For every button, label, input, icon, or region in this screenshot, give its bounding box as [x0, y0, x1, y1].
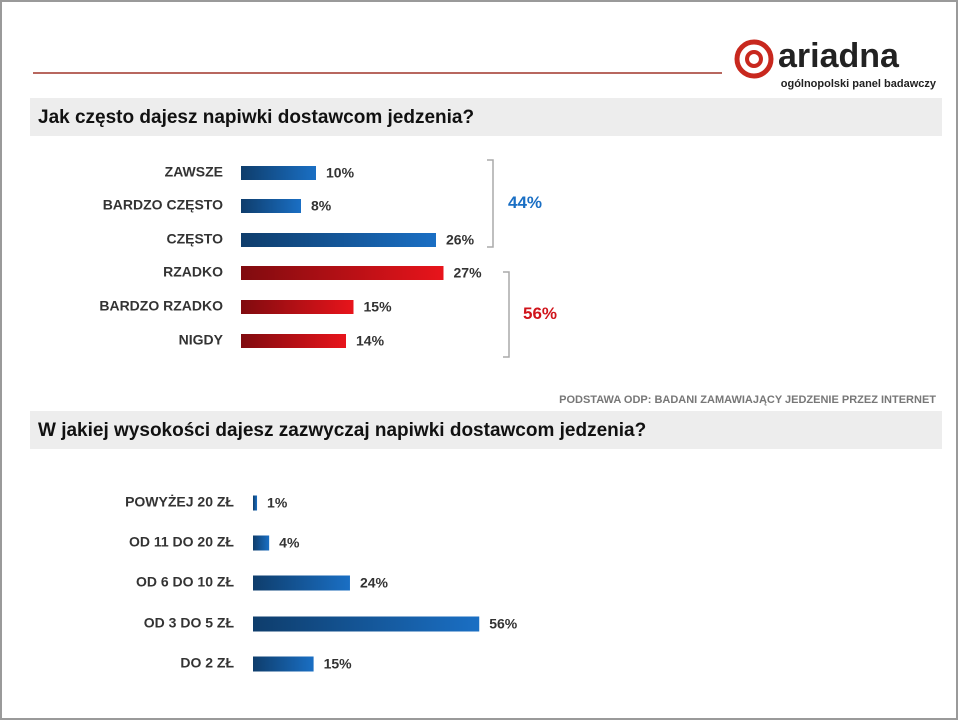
bar-shade: [241, 166, 316, 180]
bar-shade: [253, 656, 314, 672]
value-label: 27%: [454, 265, 483, 281]
category-label: OD 6 DO 10 ZŁ: [136, 574, 234, 590]
group-label: 56%: [523, 304, 557, 323]
bracket: [503, 271, 510, 358]
chart-title: W jakiej wysokości dajesz zazwyczaj napi…: [38, 420, 646, 441]
logo-icon: [734, 39, 774, 79]
value-label: 15%: [324, 656, 353, 672]
value-label: 15%: [364, 299, 393, 315]
value-label: 10%: [326, 165, 355, 181]
bar-shade: [241, 233, 436, 247]
bar-shade: [253, 616, 480, 632]
value-label: 4%: [279, 535, 300, 551]
value-label: 14%: [356, 333, 385, 349]
value-label: 56%: [489, 616, 518, 632]
category-label: CZĘSTO: [166, 231, 223, 247]
value-label: 26%: [446, 232, 475, 248]
note: PODSTAWA ODP: BADANI ZAMAWIAJĄCY JEDZENI…: [559, 394, 936, 406]
bar-shade: [241, 199, 301, 213]
category-label: DO 2 ZŁ: [180, 655, 234, 671]
tagline: ogólnopolski panel badawczy: [781, 78, 937, 90]
value-label: 1%: [267, 495, 288, 511]
title-band: [30, 98, 942, 136]
category-label: OD 11 DO 20 ZŁ: [129, 534, 234, 550]
bar-shade: [241, 266, 444, 280]
category-label: ZAWSZE: [165, 164, 223, 180]
title-band: [30, 411, 942, 449]
bar-shade: [241, 300, 354, 314]
chart-title: Jak często dajesz napiwki dostawcom jedz…: [38, 107, 474, 128]
category-label: BARDZO RZADKO: [99, 298, 223, 314]
bar-shade: [253, 575, 350, 591]
value-label: 24%: [360, 575, 389, 591]
category-label: RZADKO: [163, 264, 223, 280]
bracket: [487, 159, 494, 248]
bar-shade: [253, 495, 258, 511]
category-label: OD 3 DO 5 ZŁ: [144, 615, 235, 631]
value-label: 8%: [311, 198, 332, 214]
bar-shade: [241, 334, 346, 348]
bar-shade: [253, 535, 270, 551]
category-label: POWYŻEJ 20 ZŁ: [125, 494, 234, 510]
category-label: BARDZO CZĘSTO: [103, 197, 223, 213]
group-label: 44%: [508, 193, 542, 212]
category-label: NIGDY: [179, 332, 224, 348]
logo: ariadna: [778, 37, 900, 75]
